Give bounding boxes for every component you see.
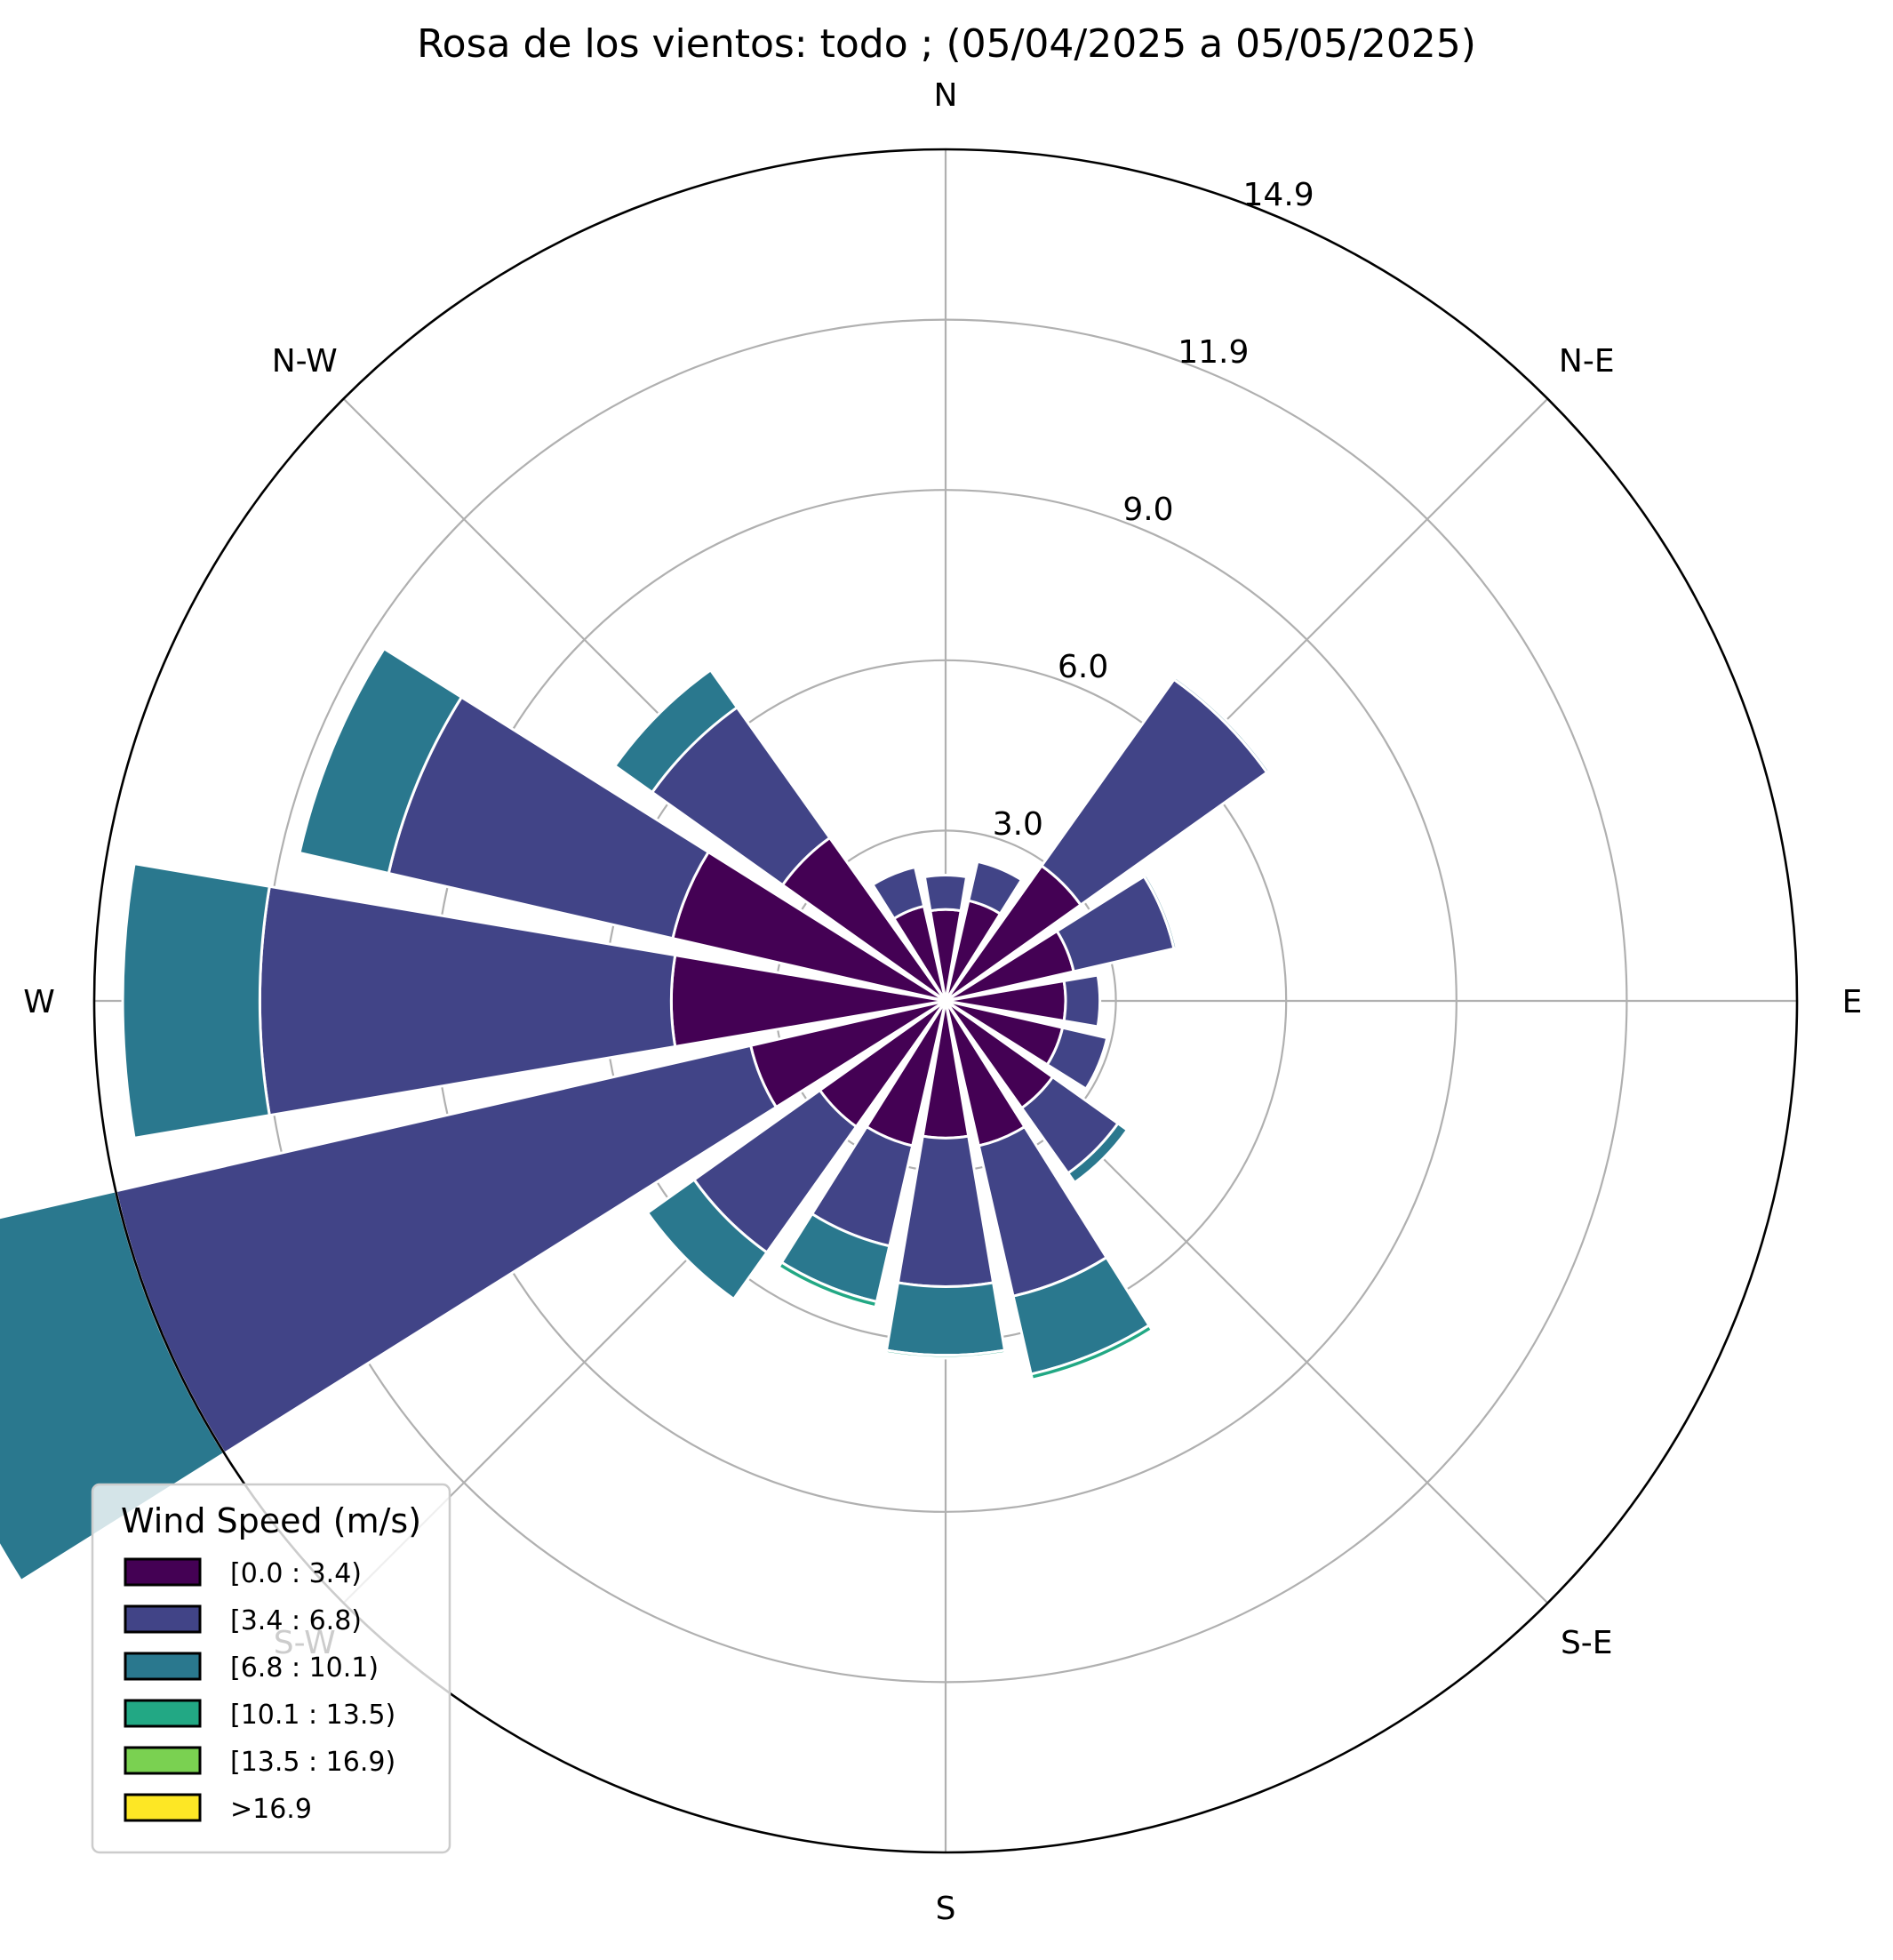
radial-tick-label: 3.0 xyxy=(993,806,1043,843)
compass-label: N xyxy=(934,77,958,114)
chart-title: Rosa de los vientos: todo ; (05/04/2025 … xyxy=(417,21,1476,67)
compass-label: S xyxy=(936,1891,956,1927)
legend-label: [0.0 : 3.4) xyxy=(230,1558,362,1589)
wind-bar-segment xyxy=(967,860,1024,916)
compass-label: N-E xyxy=(1559,343,1615,380)
wind-bar-segment xyxy=(870,865,926,921)
wind-bar-segment xyxy=(1142,873,1178,950)
compass-label: N-W xyxy=(272,343,338,380)
legend-label: >16.9 xyxy=(230,1794,312,1825)
radial-tick-label: 6.0 xyxy=(1058,649,1108,685)
wind-bar-segment xyxy=(1066,1121,1130,1185)
wind-bar-segment xyxy=(884,1281,1007,1357)
legend-swatch xyxy=(124,1604,202,1634)
wind-bar-segment xyxy=(1062,973,1102,1028)
legend-swatch xyxy=(124,1793,202,1822)
wind-bar-segment xyxy=(645,1178,769,1301)
legend-title: Wind Speed (m/s) xyxy=(121,1501,421,1540)
polar-outer-ring xyxy=(92,148,1799,1854)
legend-items: [0.0 : 3.4) [3.4 : 6.8) [6.8 : 10.1) [10.1 … xyxy=(124,1557,395,1825)
radial-tick-label: 11.9 xyxy=(1178,334,1249,371)
wind-bar-segment xyxy=(1045,1026,1109,1092)
legend-swatch xyxy=(124,1557,202,1587)
legend-label: [10.1 : 13.5) xyxy=(230,1700,395,1731)
wind-bar-segment xyxy=(121,861,271,1140)
wind-bar-segment xyxy=(298,646,464,876)
radial-tick-labels: 3.0 6.0 9.0 11.9 14.9 xyxy=(993,177,1314,843)
compass-label: W xyxy=(23,984,55,1020)
wind-bar-segment xyxy=(896,1134,995,1288)
wind-bar-segment xyxy=(923,874,969,913)
radial-tick-label: 14.9 xyxy=(1243,177,1314,213)
legend-label: [3.4 : 6.8) xyxy=(230,1605,362,1636)
legend-swatch xyxy=(124,1652,202,1681)
radial-tick-label: 9.0 xyxy=(1122,492,1173,528)
legend-label: [13.5 : 16.9) xyxy=(230,1747,395,1778)
compass-label: E xyxy=(1842,984,1863,1020)
wind-bar-segment xyxy=(1029,1323,1154,1381)
wind-bar-segment xyxy=(777,1260,879,1309)
legend-swatch xyxy=(124,1746,202,1775)
wind-bar-segment xyxy=(1171,675,1272,775)
wind-bar-segment xyxy=(612,668,739,795)
legend-swatch xyxy=(124,1699,202,1728)
wind-bar-segment xyxy=(884,1348,1007,1360)
legend: Wind Speed (m/s) [0.0 : 3.4)[3.4 : 6.8)[… xyxy=(91,1483,451,1854)
compass-label: S-E xyxy=(1561,1625,1613,1661)
legend-label: [6.8 : 10.1) xyxy=(230,1652,379,1684)
wind-bars xyxy=(0,646,1272,1583)
